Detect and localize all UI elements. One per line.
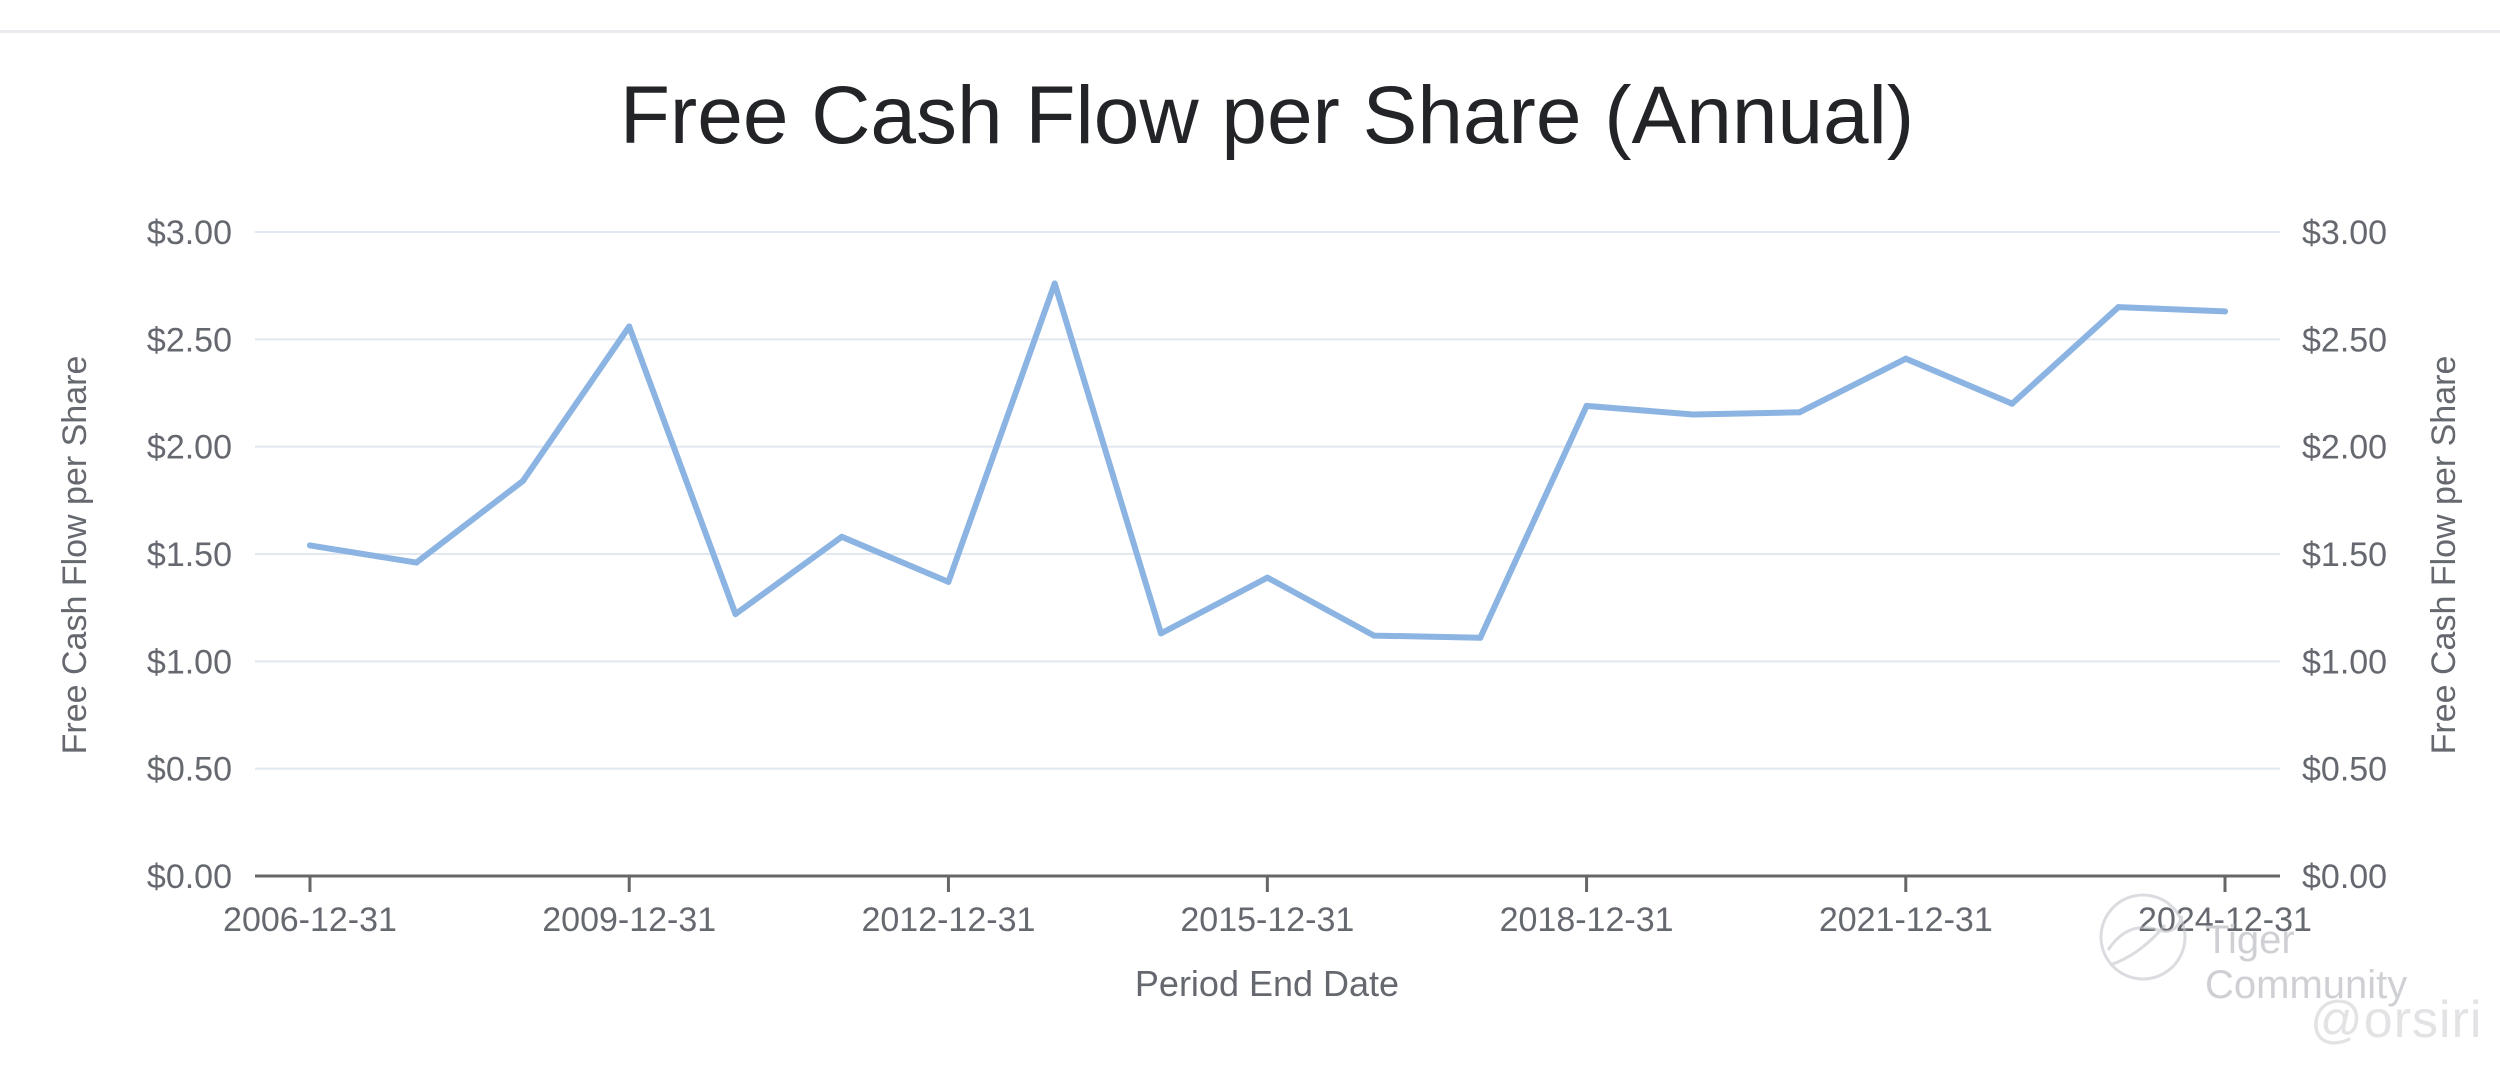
y-axis-right-ticks: $0.00 $0.50 $1.00 $1.50 $2.00 $2.50 $3.00 — [2302, 214, 2387, 896]
x-tick-label: 2018-12-31 — [1500, 901, 1674, 939]
data-point — [1689, 411, 1696, 418]
y-axis-label-left: Free Cash Flow per Share — [56, 356, 94, 755]
data-point — [945, 578, 952, 585]
y-tick-label-right: $2.00 — [2302, 429, 2387, 467]
x-tick-label: 2015-12-31 — [1180, 901, 1354, 939]
y-tick-label-left: $1.50 — [147, 536, 232, 574]
data-point — [732, 611, 739, 618]
x-axis-ticks: 2006-12-31 2009-12-31 2012-12-31 2015-12-31… — [223, 876, 2312, 939]
series-line — [307, 280, 2228, 641]
watermark-community-text: Tiger Community — [2205, 918, 2408, 1007]
data-point — [1370, 632, 1377, 639]
y-axis-left-ticks: $0.00 $0.50 $1.00 $1.50 $2.00 $2.50 $3.00 — [147, 214, 232, 896]
y-tick-label-left: $1.00 — [147, 643, 232, 681]
y-tick-label-right: $0.00 — [2302, 858, 2387, 896]
x-tick-label: 2006-12-31 — [223, 901, 397, 939]
grid-lines — [255, 231, 2280, 770]
y-tick-label-right: $0.50 — [2302, 751, 2387, 789]
data-point — [2222, 308, 2228, 315]
data-point — [519, 478, 526, 485]
data-point — [1051, 280, 1058, 287]
y-tick-label-right: $1.00 — [2302, 643, 2387, 681]
chart-title: Free Cash Flow per Share (Annual) — [620, 70, 1914, 161]
data-point — [1264, 574, 1271, 581]
y-tick-label-left: $3.00 — [147, 214, 232, 252]
top-divider — [0, 30, 2500, 33]
y-tick-label-left: $0.00 — [147, 858, 232, 896]
x-tick-label: 2021-12-31 — [1819, 901, 1993, 939]
data-point — [1583, 402, 1590, 409]
y-tick-label-left: $2.00 — [147, 429, 232, 467]
data-point — [1158, 630, 1165, 637]
y-tick-label-left: $2.50 — [147, 321, 232, 359]
data-point — [1902, 355, 1909, 362]
data-point — [2009, 400, 2016, 407]
y-axis-label-right: Free Cash Flow per Share — [2425, 356, 2463, 755]
y-tick-label-right: $3.00 — [2302, 214, 2387, 252]
watermark-user-text: @orsiri — [2310, 991, 2483, 1049]
y-tick-label-left: $0.50 — [147, 751, 232, 789]
tiger-community-logo-icon — [2099, 893, 2187, 981]
data-point — [2115, 304, 2122, 311]
series-group — [307, 280, 2228, 641]
data-point — [307, 542, 313, 549]
x-axis-label: Period End Date — [1135, 963, 1399, 1004]
data-point — [626, 323, 633, 330]
data-point — [838, 533, 845, 540]
data-point — [413, 559, 420, 566]
x-tick-label: 2009-12-31 — [542, 901, 716, 939]
x-tick-label: 2012-12-31 — [861, 901, 1035, 939]
y-tick-label-right: $2.50 — [2302, 321, 2387, 359]
data-point — [1796, 409, 1803, 416]
data-point — [1477, 634, 1484, 641]
y-tick-label-right: $1.50 — [2302, 536, 2387, 574]
